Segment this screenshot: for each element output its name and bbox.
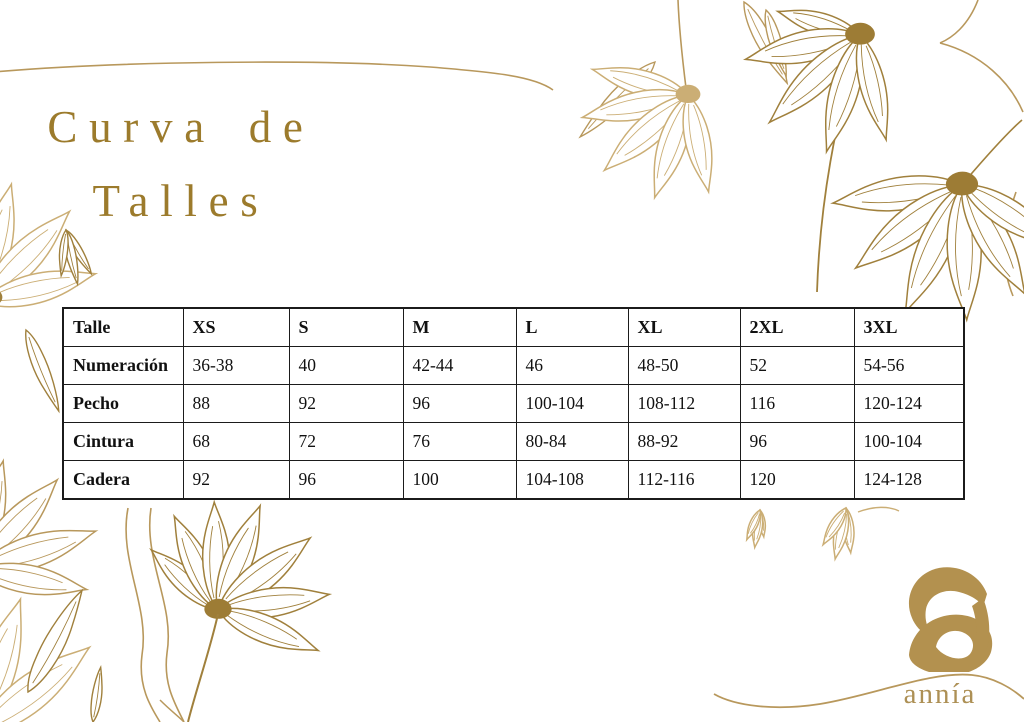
lily-flower <box>142 499 333 664</box>
row-label: Numeración <box>62 346 184 385</box>
col-header: XS <box>182 307 290 347</box>
table-cell: 92 <box>288 384 404 423</box>
table-cell: 72 <box>288 422 404 461</box>
hanging-flower-right <box>829 167 1024 322</box>
title-line-1: Curva de <box>47 102 315 152</box>
table-cell: 100-104 <box>515 384 629 423</box>
flower-cluster-bottom-left <box>0 456 333 722</box>
col-header: 2XL <box>739 307 855 347</box>
flower-cluster-top-right <box>572 0 1024 322</box>
size-table: Talle XS S M L XL 2XL 3XL Numeración 36-… <box>62 307 965 500</box>
col-header: XL <box>627 307 741 347</box>
col-header: M <box>402 307 517 347</box>
brand-wordmark: annía <box>903 678 977 710</box>
swoosh-top-left <box>0 61 554 91</box>
row-label: Cadera <box>62 460 184 500</box>
table-cell: 80-84 <box>515 422 629 461</box>
table-row: Numeración 36-38 40 42-44 46 48-50 52 54… <box>62 346 965 385</box>
table-cell: 52 <box>739 346 855 385</box>
brand-logo: annía <box>870 552 1020 720</box>
row-label: Pecho <box>62 384 184 423</box>
table-cell: 100 <box>402 460 517 500</box>
table-row: Pecho 88 92 96 100-104 108-112 116 120-1… <box>62 384 965 423</box>
table-cell: 124-128 <box>853 460 965 500</box>
petal-tips-below-table <box>742 504 900 561</box>
col-header: S <box>288 307 404 347</box>
table-cell: 108-112 <box>627 384 741 423</box>
table-cell: 54-56 <box>853 346 965 385</box>
hanging-flower-small <box>578 56 722 203</box>
table-cell: 96 <box>402 384 517 423</box>
table-cell: 120 <box>739 460 855 500</box>
title-line-2: Talles <box>92 176 270 226</box>
table-cell: 68 <box>182 422 290 461</box>
table-cell: 88-92 <box>627 422 741 461</box>
col-header: 3XL <box>853 307 965 347</box>
table-cell: 92 <box>182 460 290 500</box>
table-cell: 96 <box>739 422 855 461</box>
table-cell: 76 <box>402 422 517 461</box>
page-title: Curva de Talles <box>16 90 346 238</box>
table-cell: 40 <box>288 346 404 385</box>
table-cell: 120-124 <box>853 384 965 423</box>
table-row: Cadera 92 96 100 104-108 112-116 120 124… <box>62 460 965 500</box>
row-label: Cintura <box>62 422 184 461</box>
table-cell: 88 <box>182 384 290 423</box>
col-header: Talle <box>62 307 184 347</box>
brand-wave-curve <box>713 673 1024 709</box>
table-cell: 112-116 <box>627 460 741 500</box>
col-header: L <box>515 307 629 347</box>
brand-monogram-icon <box>908 567 993 672</box>
table-cell: 42-44 <box>402 346 517 385</box>
table-cell: 46 <box>515 346 629 385</box>
table-cell: 100-104 <box>853 422 965 461</box>
table-header-row: Talle XS S M L XL 2XL 3XL <box>62 307 965 347</box>
table-cell: 36-38 <box>182 346 290 385</box>
table-cell: 104-108 <box>515 460 629 500</box>
table-row: Cintura 68 72 76 80-84 88-92 96 100-104 <box>62 422 965 461</box>
table-cell: 116 <box>739 384 855 423</box>
table-cell: 96 <box>288 460 404 500</box>
table-cell: 48-50 <box>627 346 741 385</box>
